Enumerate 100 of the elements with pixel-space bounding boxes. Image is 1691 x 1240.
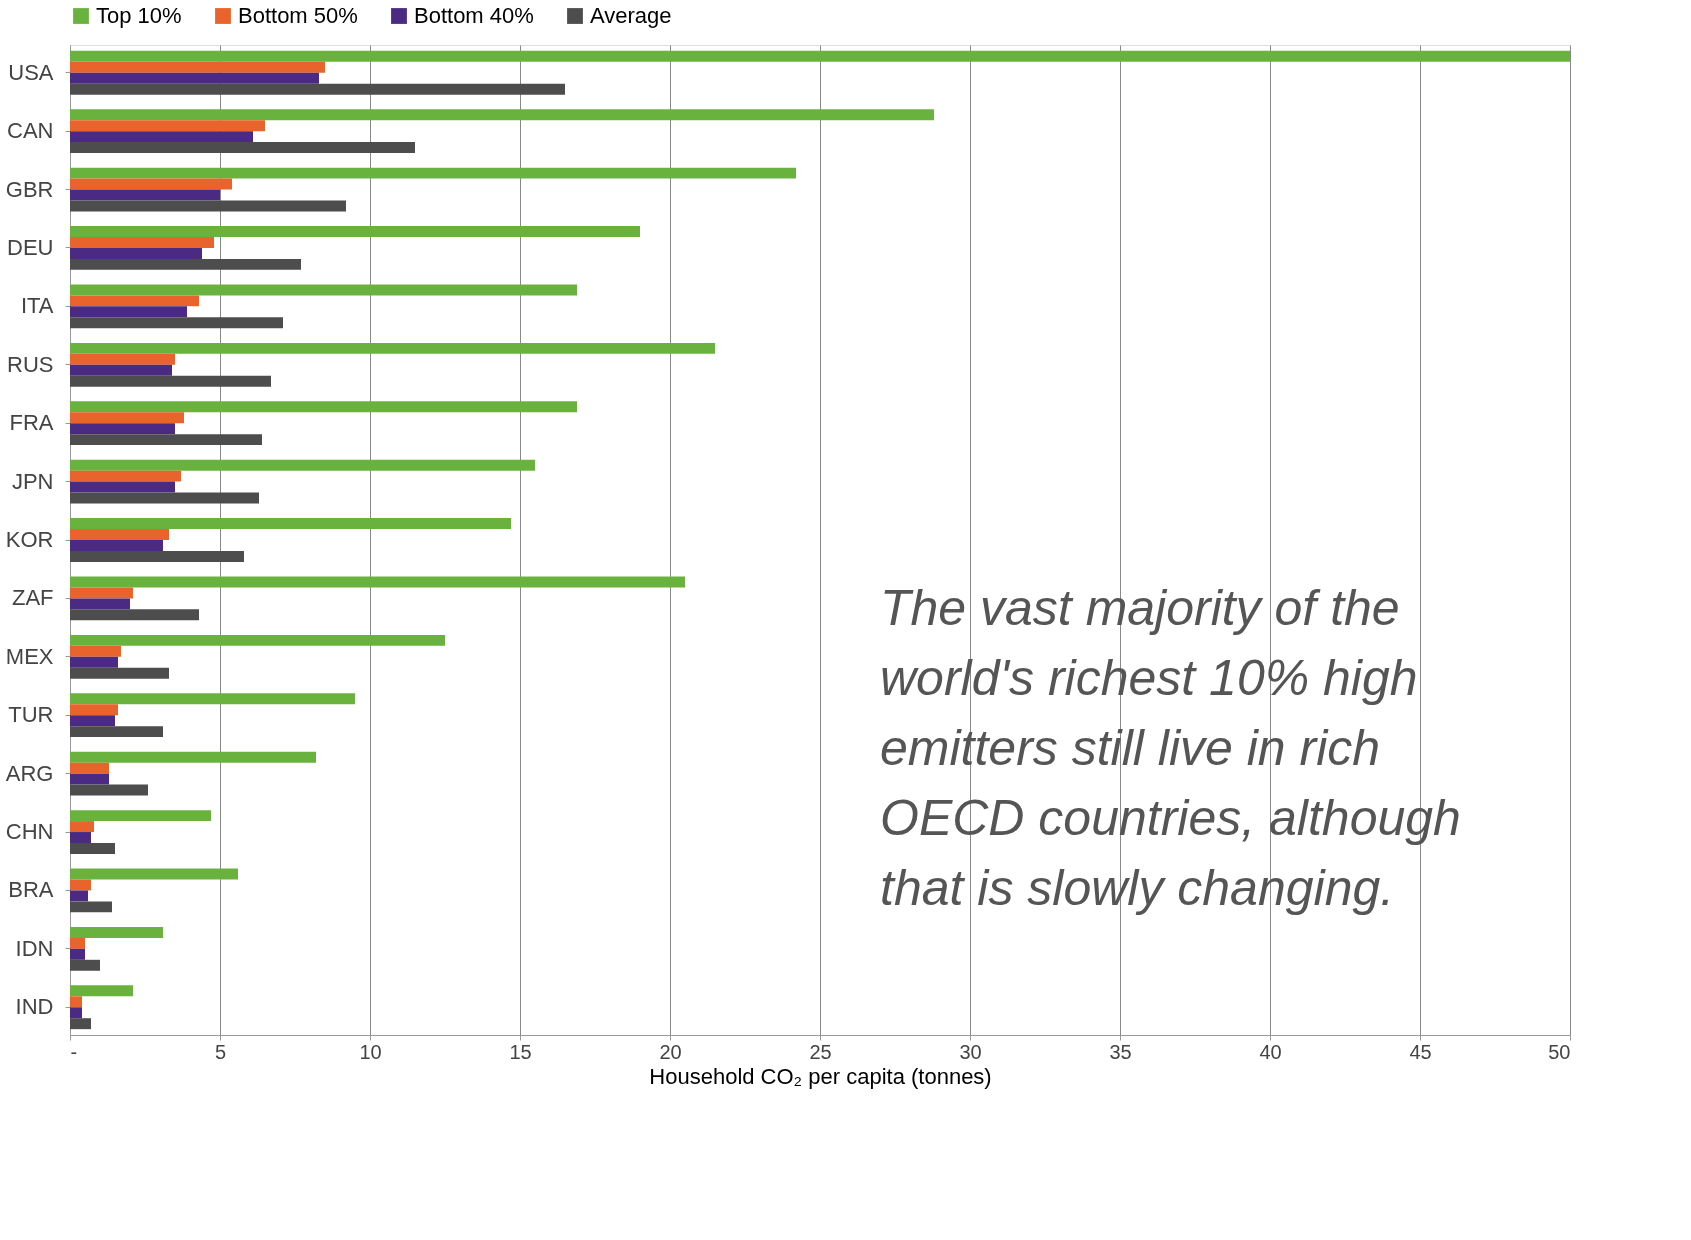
bar bbox=[70, 926, 163, 938]
bar bbox=[70, 985, 133, 997]
y-tick-label: RUS bbox=[7, 351, 54, 377]
bar bbox=[70, 412, 184, 424]
x-tick-label: - bbox=[70, 1040, 78, 1063]
bar bbox=[70, 83, 565, 95]
bar bbox=[70, 868, 238, 880]
bar bbox=[70, 550, 244, 562]
bar bbox=[70, 726, 163, 738]
bar bbox=[70, 342, 715, 354]
legend-label: Bottom 40% bbox=[414, 3, 534, 28]
x-tick-label: 45 bbox=[1409, 1040, 1432, 1063]
bar bbox=[70, 459, 535, 471]
bar bbox=[70, 598, 130, 610]
bar bbox=[70, 109, 934, 121]
bar bbox=[70, 821, 94, 833]
bar bbox=[70, 645, 121, 657]
y-tick-label: IND bbox=[15, 994, 54, 1020]
bar bbox=[70, 258, 301, 270]
bar bbox=[70, 492, 259, 504]
bar bbox=[70, 226, 640, 238]
bar bbox=[70, 120, 265, 132]
x-tick-label: 30 bbox=[959, 1040, 982, 1063]
y-tick-label: ZAF bbox=[11, 585, 54, 611]
x-tick-label: 25 bbox=[809, 1040, 832, 1063]
x-tick-label: 50 bbox=[1548, 1040, 1571, 1063]
bar bbox=[70, 810, 211, 822]
bar bbox=[70, 996, 82, 1008]
x-tick-label: 20 bbox=[659, 1040, 682, 1063]
bar bbox=[70, 167, 796, 179]
x-tick-label: 40 bbox=[1259, 1040, 1282, 1063]
y-tick-label: GBR bbox=[5, 176, 54, 202]
bar bbox=[70, 948, 85, 960]
bar bbox=[70, 656, 118, 668]
bar bbox=[70, 481, 175, 493]
legend-label: Average bbox=[590, 3, 672, 28]
y-tick-label: BRA bbox=[8, 877, 54, 903]
bar bbox=[70, 1018, 91, 1030]
bar bbox=[70, 693, 355, 705]
bar bbox=[70, 784, 148, 796]
bar bbox=[70, 832, 91, 843]
bar bbox=[70, 576, 685, 588]
bar bbox=[70, 901, 112, 913]
bar bbox=[70, 247, 202, 259]
bar bbox=[70, 50, 1570, 62]
bar bbox=[70, 364, 172, 376]
bar bbox=[70, 306, 187, 318]
legend-label: Top 10% bbox=[96, 3, 182, 28]
bar bbox=[70, 295, 199, 307]
y-tick-label: DEU bbox=[7, 234, 54, 260]
bar bbox=[70, 189, 220, 201]
bar bbox=[70, 353, 175, 365]
bar bbox=[70, 773, 109, 785]
bar bbox=[70, 751, 316, 763]
y-tick-label: CAN bbox=[7, 118, 54, 144]
bar bbox=[70, 178, 232, 190]
bar bbox=[70, 470, 181, 482]
bar bbox=[70, 715, 115, 727]
bar bbox=[70, 72, 319, 84]
bar bbox=[70, 237, 214, 248]
bar bbox=[70, 529, 169, 540]
x-tick-label: 10 bbox=[359, 1040, 382, 1063]
bar bbox=[70, 434, 262, 446]
bar bbox=[70, 634, 445, 646]
bar bbox=[70, 937, 85, 949]
y-tick-label: ARG bbox=[5, 760, 54, 786]
y-tick-label: JPN bbox=[11, 468, 54, 494]
y-tick-label: CHN bbox=[5, 819, 54, 845]
bar bbox=[70, 375, 271, 387]
bar bbox=[70, 762, 109, 774]
bar bbox=[70, 890, 88, 902]
y-tick-label: FRA bbox=[9, 410, 54, 436]
x-tick-label: 35 bbox=[1109, 1040, 1132, 1063]
bar bbox=[70, 667, 169, 679]
bar bbox=[70, 1007, 82, 1019]
y-tick-label: KOR bbox=[5, 527, 54, 552]
legend-label: Bottom 50% bbox=[238, 3, 358, 28]
bar bbox=[70, 959, 100, 971]
bar bbox=[70, 200, 346, 212]
bar bbox=[70, 540, 163, 551]
x-tick-label: 15 bbox=[509, 1040, 532, 1063]
x-axis-title: Household CO₂ per capita (tonnes) bbox=[649, 1063, 992, 1089]
bar bbox=[70, 879, 91, 891]
bar bbox=[70, 609, 199, 621]
bar bbox=[70, 587, 133, 599]
bar bbox=[70, 284, 577, 296]
y-tick-label: ITA bbox=[20, 293, 54, 319]
bar bbox=[70, 842, 115, 854]
bar bbox=[70, 704, 118, 716]
y-tick-label: TUR bbox=[8, 702, 54, 728]
x-tick-label: 5 bbox=[214, 1040, 227, 1063]
bar bbox=[70, 142, 415, 154]
bar bbox=[70, 131, 253, 143]
bar bbox=[70, 61, 325, 73]
y-tick-label: IDN bbox=[15, 935, 54, 961]
y-tick-label: MEX bbox=[5, 643, 54, 669]
y-tick-label: USA bbox=[8, 59, 54, 85]
bar bbox=[70, 423, 175, 435]
bar bbox=[70, 401, 577, 413]
bar bbox=[70, 518, 511, 530]
